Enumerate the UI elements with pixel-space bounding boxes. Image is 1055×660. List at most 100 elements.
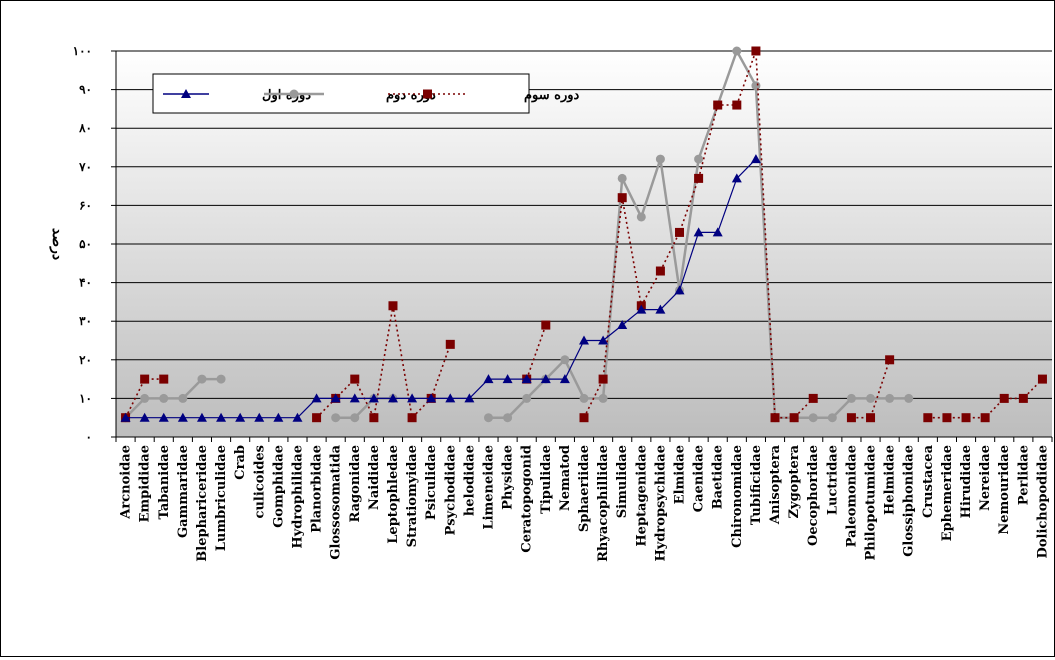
- data-point: [540, 374, 551, 384]
- x-tick-label: Stratiomyidae: [405, 445, 420, 547]
- x-tick-label: culicoides: [252, 445, 267, 518]
- x-tick-label: Glossiphonidae: [902, 445, 917, 557]
- data-point: [636, 212, 646, 222]
- data-point: [330, 393, 341, 403]
- data-point: [388, 301, 398, 311]
- data-point: [617, 173, 627, 183]
- x-tick-label: Ephemeridae: [940, 445, 955, 541]
- x-tick-label: Zygoptera: [787, 444, 802, 518]
- x-tick-label: Gammaridae: [176, 445, 191, 538]
- legend: دوره اول دوره دوم دوره سوم: [152, 73, 580, 114]
- data-point: [712, 227, 723, 237]
- x-tick-label: Leptophledae: [386, 445, 401, 544]
- data-point: [923, 413, 933, 423]
- data-point: [617, 320, 628, 330]
- y-tick-label: ۲۰: [79, 353, 92, 367]
- data-point: [751, 81, 761, 91]
- data-point: [350, 413, 360, 423]
- data-point: [445, 393, 456, 403]
- data-point: [732, 100, 742, 110]
- x-tick-label: Tipulidae: [539, 445, 554, 514]
- data-point: [636, 304, 647, 314]
- data-point: [216, 412, 227, 422]
- y-tick-label: ۰: [86, 430, 92, 444]
- data-point: [808, 413, 818, 423]
- y-tick-label: ۵۰: [79, 237, 92, 251]
- data-point: [980, 413, 990, 423]
- x-tick-label: Tubificidae: [749, 445, 764, 525]
- x-tick-label: Nereidae: [978, 445, 993, 511]
- data-point: [235, 412, 246, 422]
- data-point: [579, 393, 589, 403]
- x-tick-label: Glossosomatida: [329, 444, 344, 559]
- data-point: [598, 374, 608, 384]
- series-1: [120, 154, 761, 422]
- x-tick-label: Psychodidae: [443, 445, 458, 536]
- series-group: [120, 46, 1047, 423]
- series-line: [124, 378, 164, 419]
- data-point: [694, 173, 704, 183]
- x-tick-label: Ceratopogonid: [520, 445, 535, 553]
- data-point: [617, 193, 627, 203]
- data-point: [808, 393, 818, 403]
- x-tick-label: Limeneidae: [481, 445, 496, 530]
- data-point: [866, 413, 876, 423]
- data-point: [655, 304, 666, 314]
- data-point: [426, 393, 437, 403]
- data-point: [407, 393, 418, 403]
- series-3: [121, 46, 1047, 423]
- data-point: [350, 374, 360, 384]
- data-point: [407, 413, 417, 423]
- legend-marker: [181, 89, 191, 98]
- x-tick-label: Chironomidae: [730, 445, 745, 548]
- data-point: [694, 154, 704, 164]
- data-point: [483, 374, 494, 384]
- data-point: [502, 374, 513, 384]
- x-tick-label: Sphaeriidae: [577, 445, 592, 532]
- x-tick-label: Ragonidae: [348, 445, 363, 522]
- x-tick-label: Elmidae: [673, 445, 688, 504]
- x-tick-label: Hirudidae: [959, 445, 974, 518]
- x-tick-label: Planorbidae: [310, 445, 325, 533]
- x-tick-label: Blephariceridae: [195, 445, 210, 562]
- data-point: [770, 413, 780, 423]
- data-point: [1037, 374, 1047, 384]
- data-point: [559, 374, 570, 384]
- data-point: [349, 393, 360, 403]
- data-point: [196, 412, 207, 422]
- x-tick-label: Nematod: [558, 445, 573, 511]
- x-tick-label: Baetidae: [711, 445, 726, 509]
- y-tick-label: ۳۰: [79, 314, 92, 328]
- x-tick-label: Oecophoridae: [806, 445, 821, 546]
- x-tick-label: Psiculidae: [424, 445, 439, 520]
- data-point: [483, 413, 493, 423]
- data-point: [1018, 393, 1028, 403]
- data-point: [942, 413, 952, 423]
- data-point: [292, 412, 303, 422]
- data-point: [120, 412, 131, 422]
- x-tick-label: Philopotumidae: [864, 445, 879, 560]
- data-point: [846, 413, 856, 423]
- x-tick-label: Simulidae: [615, 445, 630, 518]
- x-tick-label: Hydropsychidae: [653, 445, 668, 562]
- y-axis-label: درصد: [49, 228, 65, 260]
- data-point: [885, 393, 895, 403]
- y-tick-label: ۹۰: [79, 83, 92, 97]
- x-tick-label: helodidae: [462, 445, 477, 516]
- data-point: [751, 46, 761, 56]
- data-point: [579, 413, 589, 423]
- data-point: [158, 412, 169, 422]
- y-tick-label: ۷۰: [78, 160, 92, 174]
- x-tick-label: Empididae: [138, 445, 153, 523]
- data-point: [445, 339, 455, 349]
- data-point: [197, 374, 207, 384]
- data-point: [598, 335, 609, 345]
- x-tick-label: Tabanidae: [157, 445, 172, 520]
- data-point: [541, 320, 551, 330]
- series-line: [125, 158, 757, 419]
- data-point: [750, 154, 761, 164]
- data-point: [904, 393, 914, 403]
- data-point: [522, 393, 532, 403]
